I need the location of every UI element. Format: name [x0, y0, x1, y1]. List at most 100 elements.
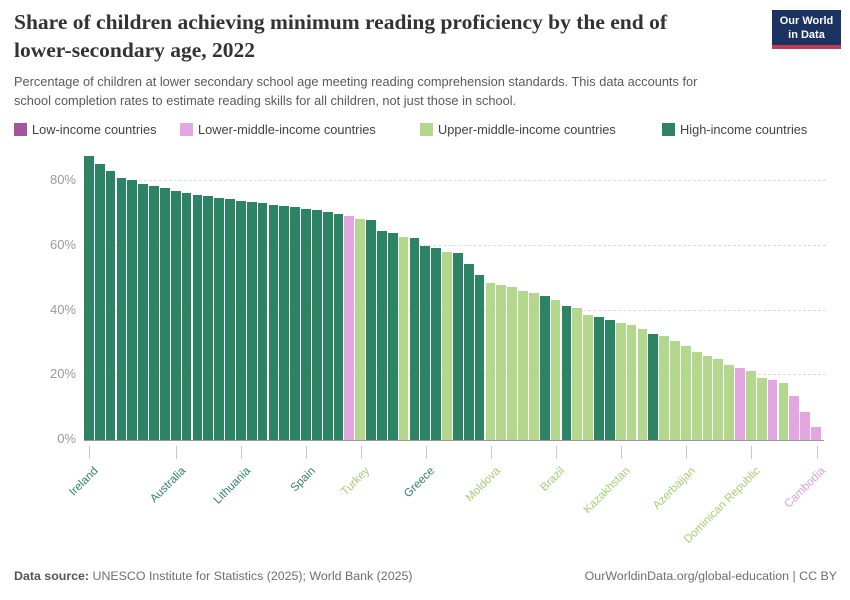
bar[interactable] [311, 210, 322, 440]
owid-logo[interactable]: Our World in Data [772, 10, 841, 49]
bar[interactable] [279, 205, 290, 440]
x-axis-label-cambodia[interactable]: Cambodia [782, 465, 829, 511]
title-line1: Share of children achieving minimum read… [14, 10, 667, 34]
bar[interactable] [268, 204, 279, 440]
bar[interactable] [344, 215, 355, 440]
bar[interactable] [496, 284, 507, 440]
bar[interactable] [583, 314, 593, 440]
page-title: Share of children achieving minimum read… [14, 8, 759, 65]
x-axis-tick [89, 446, 91, 459]
bar[interactable] [203, 196, 214, 440]
bar[interactable] [322, 212, 333, 440]
x-axis-label-brazil[interactable]: Brazil [538, 465, 568, 494]
bar[interactable] [116, 177, 127, 440]
bar[interactable] [170, 191, 181, 440]
bar[interactable] [713, 359, 724, 440]
y-axis-label-60: 60% [49, 236, 76, 252]
bar[interactable] [648, 334, 659, 440]
bar[interactable] [594, 316, 604, 440]
legend-item-lower_middle[interactable]: Lower-middle-income countries [180, 122, 376, 137]
bar[interactable] [680, 346, 691, 440]
x-axis-label-ireland[interactable]: Ireland [67, 465, 101, 499]
bar[interactable] [301, 208, 311, 440]
legend-item-high[interactable]: High-income countries [662, 122, 807, 137]
x-axis-label-moldova[interactable]: Moldova [463, 465, 503, 505]
bar[interactable] [257, 203, 268, 440]
bar[interactable] [789, 395, 800, 440]
bar[interactable] [159, 188, 170, 440]
bar[interactable] [550, 300, 561, 440]
bar[interactable] [127, 180, 138, 440]
bar[interactable] [463, 264, 474, 440]
bar[interactable] [192, 194, 203, 440]
bar[interactable] [756, 377, 767, 440]
bar[interactable] [225, 199, 235, 440]
footer-link[interactable]: OurWorldinData.org/global-education [584, 569, 790, 583]
bar[interactable] [735, 368, 745, 440]
bar[interactable] [811, 426, 821, 440]
bar[interactable] [333, 214, 344, 440]
bar[interactable] [355, 218, 366, 440]
bar[interactable] [420, 246, 431, 440]
bar[interactable] [366, 220, 376, 440]
legend-item-low[interactable]: Low-income countries [14, 122, 156, 137]
bar[interactable] [149, 186, 159, 440]
bar[interactable] [409, 238, 420, 440]
bar[interactable] [800, 411, 811, 440]
bar[interactable] [615, 322, 626, 440]
y-axis-label-40: 40% [49, 301, 76, 317]
bar[interactable] [246, 202, 257, 440]
bar[interactable] [474, 274, 485, 440]
bar[interactable] [453, 252, 463, 440]
bar[interactable] [724, 364, 735, 440]
bar[interactable] [507, 286, 517, 440]
bar[interactable] [539, 296, 550, 440]
x-axis-tick [490, 446, 492, 459]
bar[interactable] [572, 307, 583, 440]
bar[interactable] [670, 340, 680, 440]
bar[interactable] [518, 291, 528, 440]
x-axis-tick [241, 446, 243, 459]
bar[interactable] [528, 292, 539, 440]
legend-swatch-low [14, 123, 27, 136]
x-axis-label-kazakhstan[interactable]: Kazakhstan [581, 465, 633, 516]
bar[interactable] [485, 282, 496, 440]
bar[interactable] [398, 236, 409, 440]
bar[interactable] [387, 232, 398, 440]
bar[interactable] [431, 248, 442, 440]
x-axis-label-dominican-republic[interactable]: Dominican Republic [682, 465, 763, 546]
x-axis-label-australia[interactable]: Australia [147, 465, 188, 506]
x-axis-label-lithuania[interactable]: Lithuania [211, 465, 253, 507]
bar[interactable] [181, 192, 192, 440]
bar[interactable] [84, 156, 94, 440]
bar[interactable] [702, 355, 713, 440]
x-axis-label-spain[interactable]: Spain [288, 465, 318, 495]
x-axis-label-greece[interactable]: Greece [402, 465, 438, 501]
x-axis-label-azerbaijan[interactable]: Azerbaijan [650, 465, 698, 512]
bar[interactable] [767, 379, 778, 440]
bar[interactable] [561, 305, 572, 440]
bar[interactable] [746, 370, 756, 440]
bar[interactable] [659, 336, 669, 440]
bar[interactable] [691, 351, 702, 440]
bar[interactable] [105, 170, 116, 440]
bar[interactable] [138, 183, 148, 440]
bar[interactable] [604, 320, 615, 440]
legend-item-upper_middle[interactable]: Upper-middle-income countries [420, 122, 616, 137]
data-source: Data source: UNESCO Institute for Statis… [14, 569, 413, 583]
footer-license: | CC BY [789, 569, 837, 583]
bar[interactable] [214, 197, 224, 440]
bar[interactable] [626, 325, 637, 440]
bar[interactable] [377, 230, 387, 440]
bar[interactable] [637, 329, 648, 440]
bar[interactable] [290, 207, 300, 440]
bar[interactable] [778, 382, 789, 440]
footer-attribution: OurWorldinData.org/global-education | CC… [585, 569, 837, 583]
legend-swatch-lower_middle [180, 123, 193, 136]
bar[interactable] [94, 163, 105, 440]
bar[interactable] [235, 200, 246, 440]
data-source-label: Data source: [14, 569, 90, 583]
bar[interactable] [442, 251, 452, 440]
x-axis-label-turkey[interactable]: Turkey [339, 465, 373, 499]
x-axis-tick [686, 446, 688, 459]
